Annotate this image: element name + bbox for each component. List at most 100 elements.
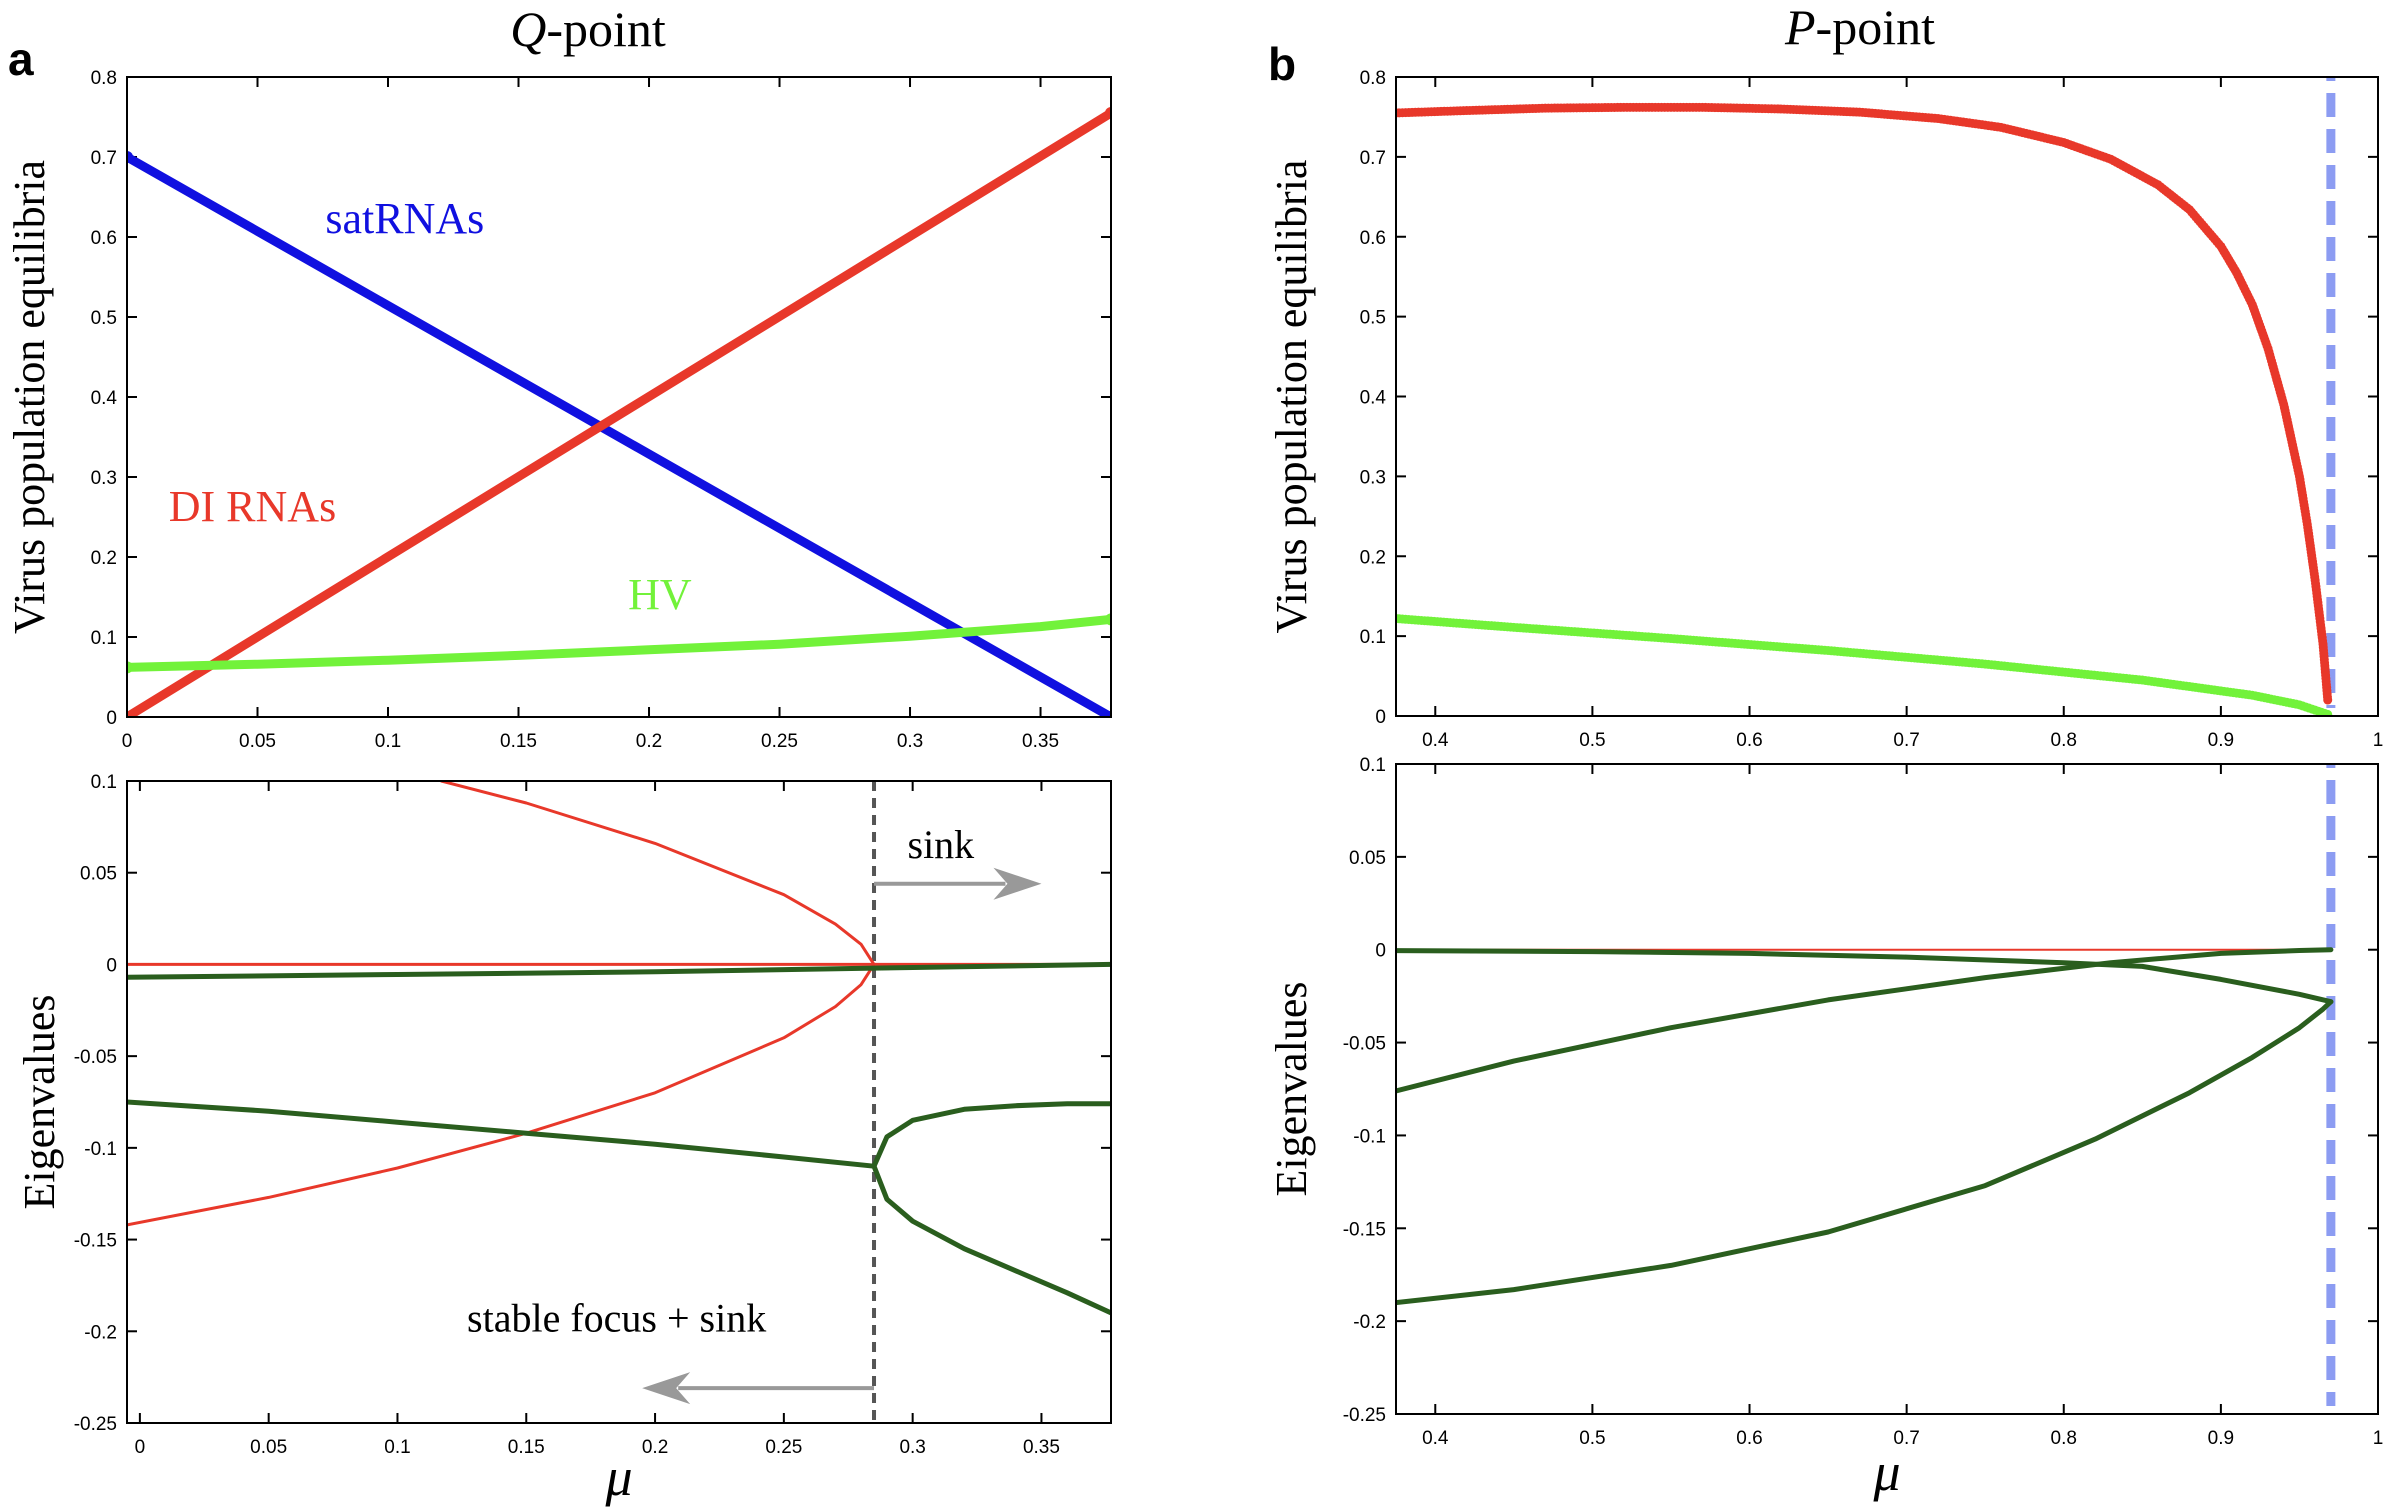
arrow-head (993, 867, 1042, 900)
series-endpoint (127, 661, 133, 674)
x-axis-label: μ (1872, 1442, 1900, 1502)
series-green-middle (1396, 947, 2334, 1094)
series-satrnas (127, 152, 1111, 717)
annotation-hv: HV (628, 570, 692, 619)
y-tick-label: 0.3 (91, 468, 117, 489)
plot-a-bottom: 0 0.05 0.1 0.15 0.2 0.25 0.3 0.35 -0.25 -0.2 -0.15… (15, 772, 1112, 1507)
panel-a-title: Q-point (510, 1, 666, 57)
arrow-head (642, 1372, 691, 1405)
panel-a-title-rest: -point (546, 1, 666, 57)
x-tick-label: 0.1 (375, 731, 401, 752)
panel-b-title-italic: P (1784, 0, 1816, 55)
x-tick-label: 0.5 (1579, 1428, 1605, 1449)
y-tick-label: 0.2 (1360, 547, 1386, 568)
x-tick-label: 1 (2373, 1428, 2384, 1449)
y-tick-label: -0.15 (1343, 1219, 1386, 1240)
annotation-satrnas: satRNAs (325, 194, 484, 243)
series-green-before-bifurcation (127, 1099, 877, 1169)
x-tick-label: 0.9 (2208, 730, 2234, 751)
panel-a-title-italic: Q (510, 1, 546, 57)
y-tick-label: 0.5 (91, 308, 117, 329)
plot-b-top: 0.4 0.5 0.6 0.7 0.8 0.9 1 0 0.1 0.2 0.3 0.4 0.5 0.6 0.… (1267, 68, 2384, 751)
x-tick-label: 0.7 (1893, 1428, 1919, 1449)
annotation-sink: sink (908, 822, 975, 867)
x-tick-label: 1 (2373, 730, 2384, 751)
y-tick-label: 0.05 (80, 864, 117, 885)
series-endpoint (1105, 107, 1111, 119)
plot-frame (126, 76, 1112, 718)
x-tick-label: 0.8 (2051, 1428, 2077, 1449)
x-tick-label: 0.05 (250, 1437, 287, 1458)
y-tick-label: 0.2 (91, 548, 117, 569)
series-red-lower-branch (127, 962, 876, 1227)
series-endpoint (127, 151, 133, 163)
y-tick-label: 0.8 (91, 68, 117, 89)
series-green-small (1396, 948, 2334, 1005)
y-tick-label: 0.1 (1360, 627, 1386, 648)
series-green-near-zero (127, 961, 1111, 980)
plot-b-bottom: 0.4 0.5 0.6 0.7 0.8 0.9 1 -0.25 -0.2 -0.15 -0.1 -0.… (1267, 755, 2384, 1502)
y-tick-label: 0.7 (1360, 148, 1386, 169)
series-red-upper-branch (439, 781, 876, 966)
x-tick-label: 0.6 (1736, 1428, 1762, 1449)
y-tick-label: 0.6 (91, 228, 117, 249)
x-tick-label: 0.4 (1422, 730, 1449, 751)
y-tick-label: 0.1 (91, 772, 117, 793)
y-tick-label: 0 (106, 955, 117, 976)
x-tick-label: 0.35 (1022, 731, 1059, 752)
y-tick-label: 0.05 (1349, 848, 1386, 869)
x-tick-label: 0.25 (761, 731, 798, 752)
x-tick-label: 0.15 (508, 1437, 545, 1458)
x-tick-label: 0.4 (1422, 1428, 1449, 1449)
plot-frame (1395, 76, 2379, 717)
y-axis-label: Virus population equilibria (1267, 160, 1316, 634)
panel-b-title-rest: -point (1816, 0, 1936, 55)
panel-b-letter: b (1268, 38, 1296, 90)
plot-data (127, 107, 1111, 717)
plot-frame (126, 780, 1112, 1424)
y-tick-label: 0 (1375, 707, 1386, 728)
x-axis-label: μ (604, 1447, 632, 1507)
y-tick-label: 0.4 (1360, 388, 1387, 409)
series-hv (127, 614, 1111, 672)
y-tick-label: -0.1 (84, 1139, 117, 1160)
y-tick-label: -0.2 (84, 1322, 117, 1343)
y-tick-label: 0.4 (91, 388, 118, 409)
x-tick-label: 0.2 (642, 1437, 668, 1458)
y-tick-label: -0.25 (1343, 1405, 1386, 1426)
y-axis-label: Eigenvalues (1267, 981, 1316, 1196)
y-tick-label: 0.7 (91, 148, 117, 169)
y-tick-label: -0.1 (1353, 1126, 1386, 1147)
y-tick-label: -0.25 (74, 1414, 117, 1435)
series-di-rnas (127, 108, 1111, 717)
y-tick-label: 0.8 (1360, 68, 1386, 89)
y-tick-label: -0.05 (74, 1047, 117, 1068)
x-tick-label: 0.1 (384, 1437, 410, 1458)
plot-data (127, 781, 1111, 1423)
x-tick-label: 0 (135, 1437, 146, 1458)
data-point (2323, 709, 2333, 716)
series-endpoint (127, 711, 133, 717)
panel-b-title: P-point (1784, 0, 1935, 55)
plot-frame (1395, 763, 2379, 1415)
y-tick-label: -0.15 (74, 1231, 117, 1252)
plot-data (1396, 77, 2336, 716)
x-tick-label: 0.3 (897, 731, 923, 752)
x-tick-label: 0.3 (899, 1437, 925, 1458)
plot-a-top: 0 0.05 0.1 0.15 0.2 0.25 0.3 0.35 0 0.1 0.2 0.3 0.4 0… (5, 68, 1112, 752)
data-point (2323, 695, 2333, 705)
x-tick-label: 0.25 (765, 1437, 802, 1458)
x-tick-label: 0.9 (2208, 1428, 2234, 1449)
y-tick-label: 0 (1375, 941, 1386, 962)
x-tick-label: 0.35 (1023, 1437, 1060, 1458)
series-green-upper-after-bifurcation (871, 1101, 1111, 1169)
x-tick-label: 0.5 (1579, 730, 1605, 751)
series-green-lower-after-bifurcation (871, 1163, 1111, 1316)
x-tick-label: 0.05 (239, 731, 276, 752)
panel-a-letter: a (8, 33, 34, 85)
y-axis-label: Eigenvalues (15, 994, 64, 1209)
y-tick-label: 0.5 (1360, 308, 1386, 329)
series-endpoint (1105, 613, 1111, 626)
series-di-rnas (1396, 102, 2333, 705)
